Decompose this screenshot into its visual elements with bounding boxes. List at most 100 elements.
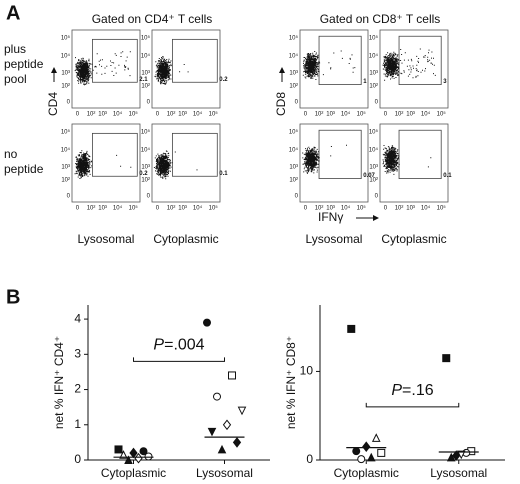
x-tick-label: 10⁴ bbox=[421, 111, 431, 118]
y-axis-label: CD8 bbox=[274, 92, 288, 116]
plot-frame bbox=[299, 29, 369, 109]
data-point bbox=[377, 448, 386, 457]
x-tick-label: 10³ bbox=[326, 206, 335, 212]
x-tick-label: 0 bbox=[156, 112, 160, 118]
cell-dots bbox=[154, 56, 189, 85]
gating-header: Gated on CD4⁺ T cells bbox=[92, 12, 213, 26]
x-tick-label: 0 bbox=[156, 206, 160, 212]
y-tick-label: 10³ bbox=[141, 70, 150, 76]
data-point bbox=[124, 455, 133, 464]
column-label: Cytoplasmic bbox=[381, 232, 446, 246]
x-tick-label: Lysosomal bbox=[196, 466, 253, 480]
x-tick-label: 10³ bbox=[98, 206, 107, 212]
x-tick-label: 0 bbox=[76, 206, 80, 212]
y-tick-label: 0 bbox=[295, 193, 299, 199]
plot-frame bbox=[299, 123, 369, 203]
x-axis-label: IFNγ bbox=[318, 210, 343, 224]
p-text: =.16 bbox=[402, 382, 434, 399]
data-point bbox=[352, 447, 361, 456]
y-tick-label: 10² bbox=[141, 178, 150, 184]
y-tick-label: 10² bbox=[61, 84, 70, 90]
gate bbox=[92, 38, 138, 83]
data-point bbox=[119, 450, 128, 459]
row-label: pool bbox=[4, 72, 27, 86]
y-tick-label: 10² bbox=[369, 178, 378, 184]
y-tick-label: 3 bbox=[74, 346, 81, 360]
y-tick-label: 0 bbox=[306, 452, 313, 466]
y-tick-label: 10² bbox=[141, 84, 150, 90]
plot-frame bbox=[151, 29, 221, 109]
gate bbox=[318, 35, 362, 86]
x-tick-label: 10⁴ bbox=[193, 205, 203, 212]
y-tick-label: 0 bbox=[147, 193, 151, 199]
data-point bbox=[203, 318, 211, 327]
x-tick-label: 10² bbox=[87, 206, 96, 212]
x-tick-label: 10⁵ bbox=[437, 111, 447, 118]
data-point bbox=[222, 419, 232, 431]
cell-dots bbox=[153, 150, 198, 180]
row-label: no bbox=[4, 147, 18, 161]
y-tick-label: 0 bbox=[147, 99, 151, 105]
x-tick-label: 10² bbox=[167, 112, 176, 118]
gate-percentage: 0.1 bbox=[443, 173, 452, 179]
gate-percentage: 0.1 bbox=[219, 171, 228, 177]
y-tick-label: 4 bbox=[74, 311, 81, 325]
gate-percentage: 0.07 bbox=[363, 173, 375, 179]
y-tick-label: 0 bbox=[67, 193, 71, 199]
y-axis-label: net % IFN⁺ CD8⁺ bbox=[284, 336, 298, 429]
data-point bbox=[114, 445, 123, 454]
x-tick-label: Cytoplasmic bbox=[334, 466, 399, 480]
y-tick-label: 0 bbox=[67, 99, 71, 105]
data-point bbox=[442, 354, 451, 363]
data-point bbox=[347, 324, 356, 333]
plot-frame bbox=[71, 123, 141, 203]
x-tick-label: 0 bbox=[384, 206, 388, 212]
cell-dots bbox=[302, 50, 356, 80]
cell-dots bbox=[302, 144, 347, 174]
gate bbox=[398, 129, 442, 180]
x-tick-label: 10³ bbox=[98, 112, 107, 118]
p-value: P=.16 bbox=[391, 382, 433, 399]
x-tick-label: 10⁵ bbox=[357, 111, 367, 118]
data-point bbox=[134, 452, 143, 464]
data-point bbox=[129, 447, 138, 459]
p-symbol: P bbox=[391, 382, 402, 399]
y-tick-label: 10³ bbox=[289, 164, 298, 170]
y-tick-label: 10⁴ bbox=[61, 52, 71, 59]
plot-frame bbox=[71, 29, 141, 109]
bracket bbox=[365, 402, 460, 408]
p-text: =.004 bbox=[164, 337, 205, 354]
x-tick-label: 10⁵ bbox=[209, 111, 219, 118]
column-label: Lysosomal bbox=[78, 232, 135, 246]
plot-frame bbox=[151, 123, 221, 203]
plot-frame bbox=[379, 123, 449, 203]
axis-arrow bbox=[373, 215, 379, 221]
x-tick-label: 10⁵ bbox=[437, 205, 447, 212]
y-tick-label: 10⁴ bbox=[369, 146, 379, 153]
x-tick-label: 10³ bbox=[178, 112, 187, 118]
data-point bbox=[144, 452, 153, 461]
y-tick-label: 10⁵ bbox=[289, 128, 299, 135]
row-label: plus bbox=[4, 42, 26, 56]
bracket bbox=[133, 357, 225, 362]
y-tick-label: 10⁵ bbox=[141, 128, 151, 135]
x-tick-label: 0 bbox=[76, 112, 80, 118]
x-tick-label: 10³ bbox=[178, 206, 187, 212]
y-tick-label: 10³ bbox=[141, 164, 150, 170]
data-point bbox=[362, 441, 371, 453]
column-label: Lysosomal bbox=[306, 232, 363, 246]
y-tick-label: 0 bbox=[295, 99, 299, 105]
y-tick-label: 10⁵ bbox=[289, 34, 299, 41]
y-tick-label: 1 bbox=[74, 417, 81, 431]
data-point bbox=[371, 433, 381, 442]
y-tick-label: 10⁵ bbox=[141, 34, 151, 41]
gating-header: Gated on CD8⁺ T cells bbox=[320, 12, 441, 26]
gate bbox=[92, 132, 138, 177]
cell-dots bbox=[382, 48, 436, 81]
gate-percentage: 0.2 bbox=[139, 171, 148, 177]
x-tick-label: 10⁵ bbox=[129, 205, 139, 212]
x-tick-label: 10² bbox=[315, 206, 324, 212]
data-point bbox=[232, 437, 242, 448]
x-tick-label: 10⁴ bbox=[341, 205, 351, 212]
gate bbox=[171, 38, 218, 83]
